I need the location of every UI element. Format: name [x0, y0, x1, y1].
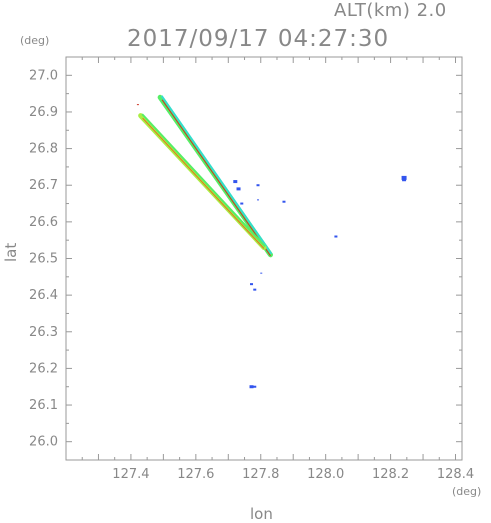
echo-band-inner: [141, 113, 266, 248]
echo-point: [253, 385, 257, 388]
timestamp-title: 2017/09/17 04:27:30: [127, 26, 390, 52]
echo-point: [256, 184, 260, 187]
y-tick-label: 26.9: [29, 105, 58, 120]
x-axis-label: lon: [250, 505, 273, 523]
echo-band: [138, 113, 267, 251]
y-tick-label: 26.1: [29, 398, 58, 413]
y-tick-label: 26.4: [29, 288, 58, 303]
x-tick-label: 127.8: [242, 467, 279, 482]
echo-point: [249, 385, 254, 389]
echo-band-inner: [160, 95, 273, 255]
tick-marks: 127.4 127.6 127.8 128.0 128.2 128.4 26.0 26.1 26…: [29, 56, 474, 482]
x-tick-label: 128.2: [372, 467, 409, 482]
echo-point: [282, 200, 286, 203]
echo-point: [260, 272, 263, 274]
echo-band-edge: [161, 99, 271, 257]
data-marks: [136, 94, 407, 389]
echo-band-edge: [142, 117, 265, 249]
echo-point: [257, 199, 260, 201]
x-unit-label: (deg): [452, 485, 482, 498]
x-tick-label: 128.0: [307, 467, 344, 482]
y-tick-label: 26.6: [29, 215, 58, 230]
altitude-label: ALT(km) 2.0: [334, 0, 447, 21]
echo-point: [334, 235, 338, 238]
echo-point: [240, 202, 244, 205]
y-tick-label: 26.8: [29, 142, 58, 157]
y-tick-label: 26.7: [29, 178, 58, 193]
y-tick-label: 26.0: [29, 435, 58, 450]
plot-border: [65, 56, 463, 461]
echo-point: [253, 288, 257, 291]
plot-frame: [65, 56, 463, 461]
y-tick-label: 27.0: [29, 68, 58, 83]
y-tick-label: 26.3: [29, 325, 58, 340]
y-unit-label: (deg): [20, 34, 50, 47]
echo-point: [136, 104, 139, 106]
echo-band: [157, 94, 273, 258]
x-tick-label: 128.4: [437, 467, 474, 482]
y-tick-label: 26.2: [29, 361, 58, 376]
echo-point: [233, 180, 238, 184]
y-tick-label: 26.5: [29, 252, 58, 267]
x-tick-label: 127.6: [177, 467, 214, 482]
echo-point: [402, 178, 407, 182]
echo-point: [236, 187, 241, 191]
echo-point: [401, 175, 407, 180]
x-tick-label: 127.4: [112, 467, 149, 482]
echo-point: [250, 283, 254, 286]
